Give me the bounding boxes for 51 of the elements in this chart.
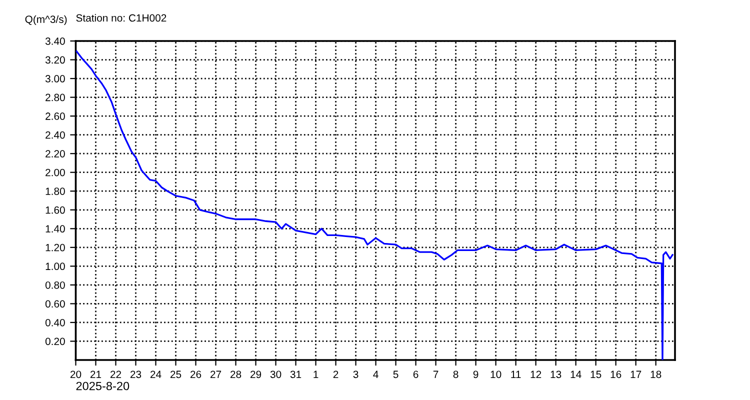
line-series [76, 50, 674, 360]
x-tick-label: 10 [490, 370, 502, 378]
x-tick-label: 3 [353, 370, 358, 378]
x-tick-label: 9 [473, 370, 478, 378]
x-tick-label: 11 [511, 370, 521, 378]
y-tick-label: 2.00 [46, 168, 65, 176]
x-tick-label: 30 [270, 370, 282, 378]
x-tick-label: 12 [530, 370, 542, 378]
x-tick-label: 24 [150, 370, 162, 378]
y-tick-label: 2.40 [46, 131, 65, 139]
x-tick-label: 28 [230, 370, 242, 378]
y-tick-label: 3.20 [45, 56, 65, 64]
x-tick-label: 17 [630, 370, 642, 378]
x-tick-label: 16 [610, 370, 622, 378]
y-tick-label: 3.00 [45, 75, 65, 82]
y-tick-label: 0.80 [45, 281, 65, 289]
y-tick-label: 1.40 [46, 225, 65, 233]
y-tick-label: 0.20 [45, 338, 65, 346]
y-tick-label: 3.40 [45, 38, 65, 45]
x-tick-label: 20 [70, 370, 82, 378]
x-tick-label: 5 [393, 370, 398, 378]
chart-title: Station no: C1H002 [76, 14, 166, 22]
x-tick-label: 7 [433, 370, 438, 378]
x-tick-label: 29 [250, 370, 262, 378]
y-tick-label: 2.80 [46, 94, 65, 102]
y-tick-label: 1.00 [46, 262, 65, 270]
x-tick-label: 18 [650, 370, 662, 378]
y-tick-label: 0.60 [45, 300, 65, 308]
x-tick-label: 26 [190, 370, 202, 378]
y-tick-label: 0.40 [45, 318, 65, 326]
y-tick-label: 2.20 [46, 150, 65, 158]
y-tick-label: 2.60 [46, 112, 65, 120]
x-tick-label: 1 [314, 370, 318, 378]
x-tick-label: 31 [290, 370, 302, 378]
x-axis-title: 2025-8-20 [76, 382, 130, 390]
x-tick-label: 21 [90, 370, 102, 378]
x-tick-label: 2 [333, 370, 338, 378]
x-tick-label: 6 [413, 370, 418, 378]
x-tick-label: 4 [373, 370, 378, 378]
x-tick-label: 15 [590, 370, 602, 378]
x-tick-label: 25 [170, 370, 182, 378]
x-tick-label: 14 [570, 370, 582, 378]
y-axis-title: Q(m^3/s) [25, 15, 67, 26]
y-tick-label: 1.20 [46, 244, 65, 252]
x-tick-label: 23 [130, 370, 142, 378]
x-tick-label: 13 [550, 370, 562, 378]
x-tick-label: 8 [453, 370, 458, 378]
x-tick-label: 22 [110, 370, 122, 378]
y-tick-label: 1.80 [46, 188, 65, 195]
x-tick-label: 27 [210, 370, 222, 378]
y-tick-label: 1.60 [46, 206, 65, 214]
